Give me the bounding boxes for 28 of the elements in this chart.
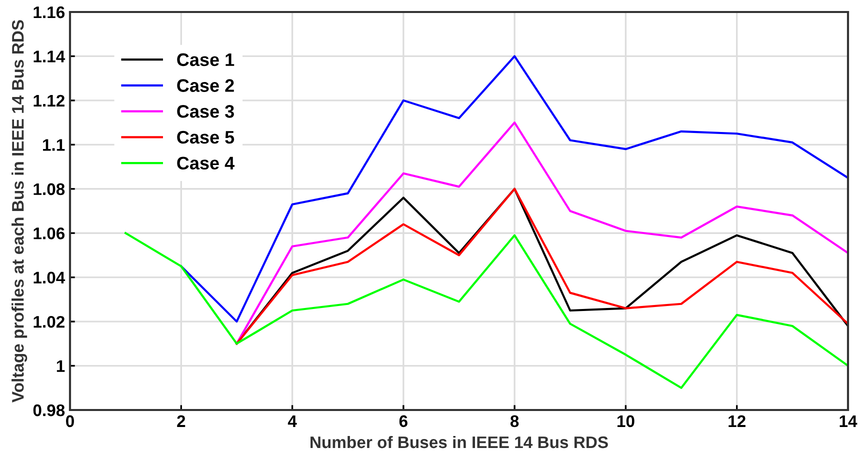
legend-label: Case 5 — [177, 130, 234, 144]
y-tick-label: 1.14 — [34, 50, 66, 62]
line-series — [236, 122, 848, 345]
x-axis-title: Number of Buses in IEEE 14 Bus RDS — [310, 436, 608, 448]
legend-label: Case 3 — [177, 105, 234, 118]
legend-label: Case 4 — [177, 156, 235, 170]
x-tick-label: 4 — [288, 415, 297, 427]
legend-label: Case 2 — [177, 79, 234, 92]
y-tick-label: 1.1 — [43, 139, 65, 151]
legend-label: Case 1 — [177, 53, 234, 66]
x-tick-label: 14 — [840, 415, 858, 427]
x-tick-label: 10 — [617, 415, 634, 428]
y-tick-label: 1.08 — [34, 183, 65, 196]
line-series — [236, 188, 848, 345]
y-tick-label: 1.06 — [34, 228, 65, 240]
x-tick-label: 6 — [399, 415, 408, 428]
x-tick-label: 2 — [177, 415, 186, 427]
x-tick-label: 8 — [510, 415, 519, 428]
x-tick-label: 12 — [728, 415, 746, 427]
y-tick-label: 1.02 — [34, 316, 64, 328]
x-tick-label: 0 — [66, 415, 74, 428]
y-axis-title: Voltage profiles at each Bus in IEEE 14 Bus RDS — [12, 20, 28, 402]
line-series — [124, 232, 848, 389]
y-tick-label: 1.04 — [34, 272, 66, 284]
y-tick-label: 1 — [56, 360, 65, 372]
y-tick-label: 0.98 — [33, 404, 65, 416]
y-tick-label: 1.16 — [34, 6, 65, 18]
y-tick-label: 1.12 — [34, 94, 64, 106]
